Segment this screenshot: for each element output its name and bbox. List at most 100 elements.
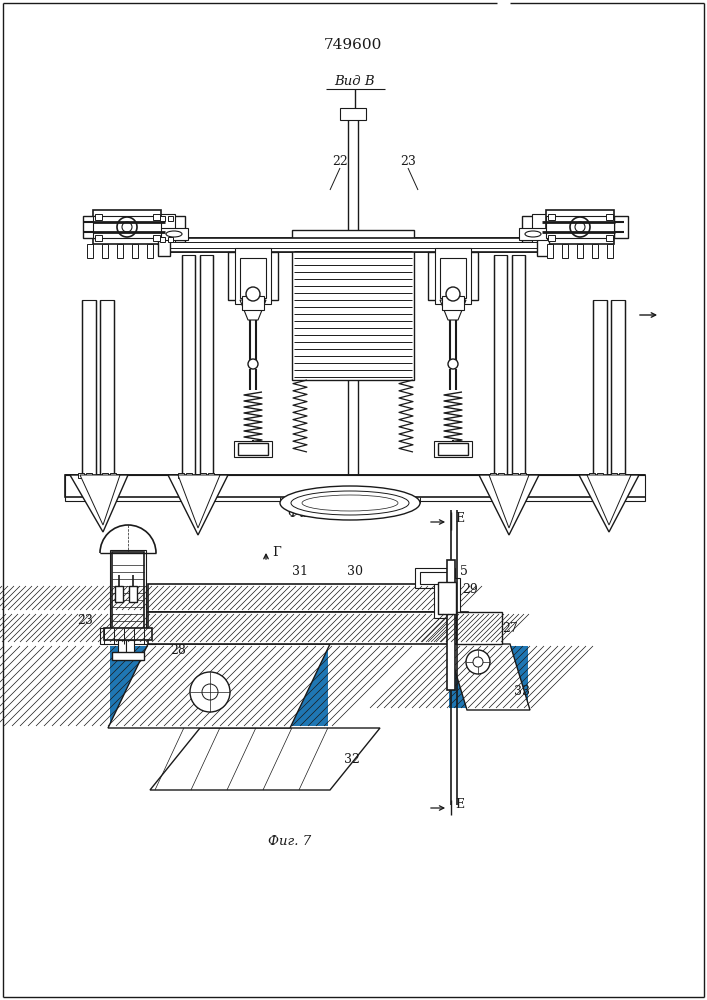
Bar xyxy=(200,473,206,478)
Bar xyxy=(435,248,471,304)
Bar xyxy=(512,255,525,475)
Bar xyxy=(178,473,184,478)
Text: 749600: 749600 xyxy=(324,38,382,52)
Bar xyxy=(65,475,645,497)
Bar xyxy=(168,242,540,248)
Circle shape xyxy=(473,657,483,667)
Bar xyxy=(235,248,271,304)
Text: 23: 23 xyxy=(400,155,416,168)
Bar xyxy=(168,237,173,242)
Bar xyxy=(420,572,450,584)
Bar xyxy=(532,214,550,244)
Bar xyxy=(562,244,568,258)
Bar xyxy=(490,473,496,478)
Bar xyxy=(240,258,266,298)
Bar xyxy=(163,230,185,238)
Bar xyxy=(110,646,328,726)
Bar xyxy=(292,230,414,380)
Bar xyxy=(117,244,123,258)
Bar xyxy=(104,628,152,640)
Bar xyxy=(234,441,272,457)
Bar xyxy=(95,214,102,220)
Bar xyxy=(110,550,146,632)
Ellipse shape xyxy=(166,231,182,237)
Bar xyxy=(150,586,454,610)
Bar xyxy=(546,210,614,244)
Ellipse shape xyxy=(302,495,398,511)
Circle shape xyxy=(246,287,260,301)
Bar xyxy=(150,614,466,642)
Bar xyxy=(520,473,526,478)
Bar xyxy=(148,584,456,612)
Bar xyxy=(614,216,628,238)
Bar xyxy=(415,568,455,588)
Bar xyxy=(442,296,464,310)
Bar xyxy=(519,228,547,240)
Bar xyxy=(100,300,114,475)
Bar xyxy=(522,230,544,238)
Text: 22: 22 xyxy=(332,155,348,168)
Bar xyxy=(597,473,603,478)
Polygon shape xyxy=(240,300,266,320)
Circle shape xyxy=(466,650,490,674)
Bar xyxy=(438,582,456,614)
Circle shape xyxy=(446,287,460,301)
Polygon shape xyxy=(579,475,639,532)
Text: Г: Г xyxy=(272,546,281,559)
Bar xyxy=(110,473,116,478)
Polygon shape xyxy=(80,475,120,525)
Bar xyxy=(182,255,195,475)
Circle shape xyxy=(570,217,590,237)
Circle shape xyxy=(190,672,230,712)
Bar xyxy=(456,612,502,644)
Text: 32: 32 xyxy=(344,753,360,766)
Bar xyxy=(522,216,540,242)
Ellipse shape xyxy=(525,231,541,237)
Bar xyxy=(167,216,185,242)
Bar xyxy=(619,473,625,478)
Bar xyxy=(186,473,192,478)
Bar xyxy=(611,473,617,478)
Bar xyxy=(606,214,613,220)
Polygon shape xyxy=(108,644,330,728)
Polygon shape xyxy=(447,644,530,710)
Bar xyxy=(78,473,84,478)
Text: 33: 33 xyxy=(514,685,530,698)
Bar xyxy=(102,473,108,478)
Bar xyxy=(100,628,156,644)
Bar xyxy=(548,214,555,220)
Bar xyxy=(112,652,144,660)
Bar xyxy=(512,473,518,478)
Circle shape xyxy=(248,359,258,369)
Bar xyxy=(611,300,625,475)
Ellipse shape xyxy=(291,491,409,515)
Text: 31: 31 xyxy=(292,565,308,578)
Polygon shape xyxy=(489,475,529,528)
Bar xyxy=(340,108,366,120)
Bar xyxy=(607,244,613,258)
Bar xyxy=(434,578,460,618)
Text: Вид В: Вид В xyxy=(334,75,375,88)
Bar xyxy=(438,443,468,455)
Text: Е: Е xyxy=(455,512,464,525)
Bar xyxy=(242,296,264,310)
Bar xyxy=(546,216,614,238)
Bar xyxy=(83,216,97,238)
Bar xyxy=(593,300,607,475)
Bar xyxy=(428,252,478,300)
Circle shape xyxy=(448,359,458,369)
Bar xyxy=(246,296,260,306)
Bar xyxy=(157,214,175,244)
Text: 23: 23 xyxy=(77,614,93,627)
Bar xyxy=(168,216,173,221)
Text: 29: 29 xyxy=(462,583,478,596)
Bar xyxy=(165,238,543,252)
Bar xyxy=(153,235,160,241)
Bar xyxy=(498,473,504,478)
Bar xyxy=(548,235,555,241)
Bar xyxy=(537,234,549,256)
Bar xyxy=(228,252,278,300)
Bar xyxy=(148,612,468,644)
Bar xyxy=(208,473,214,478)
Circle shape xyxy=(575,222,585,232)
